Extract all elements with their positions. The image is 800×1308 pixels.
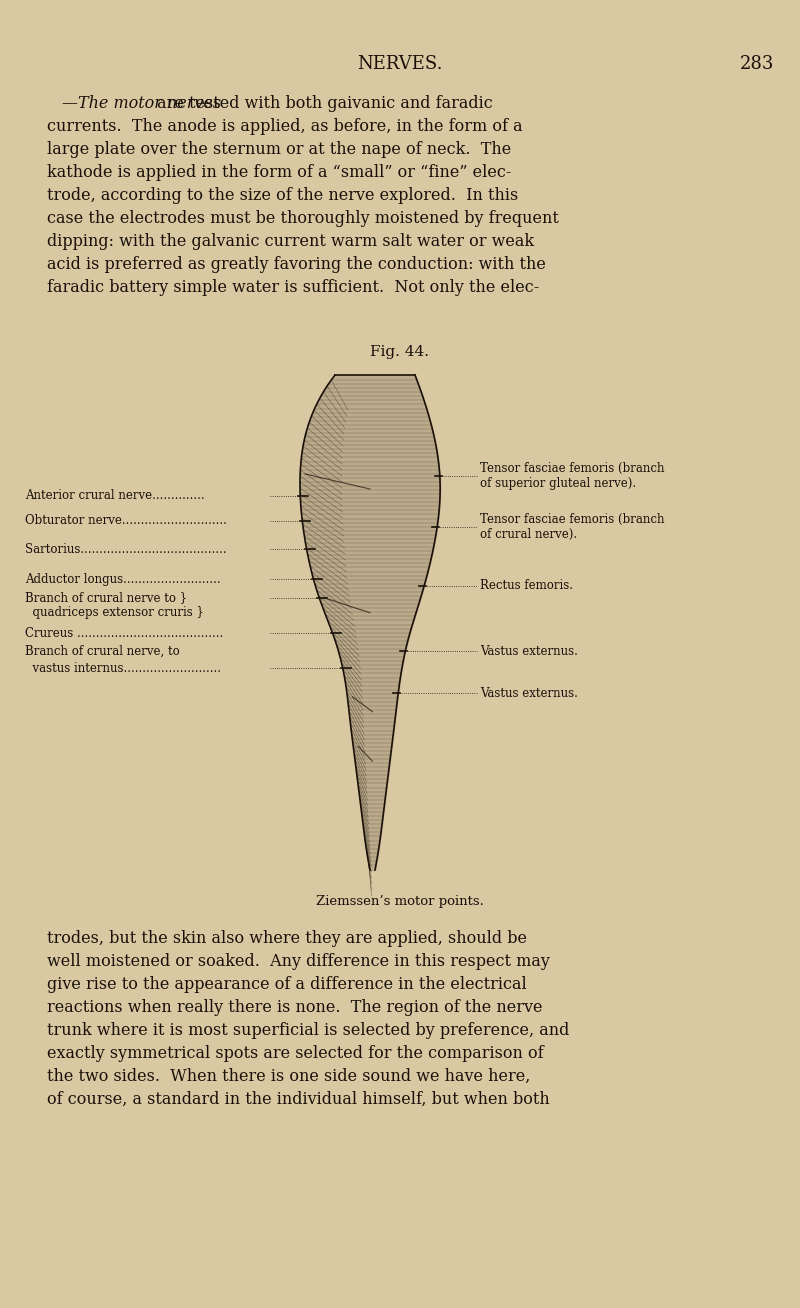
Text: of course, a standard in the individual himself, but when both: of course, a standard in the individual … (47, 1091, 550, 1108)
Text: vastus internus..........................: vastus internus.........................… (25, 662, 221, 675)
Text: Ziemssen’s motor points.: Ziemssen’s motor points. (316, 895, 484, 908)
Text: Vastus externus.: Vastus externus. (480, 645, 578, 658)
Text: Crureus .......................................: Crureus ................................… (25, 627, 223, 640)
Text: large plate over the sternum or at the nape of neck.  The: large plate over the sternum or at the n… (47, 141, 511, 158)
Text: Sartorius.......................................: Sartorius...............................… (25, 543, 226, 556)
Text: quadriceps extensor cruris }: quadriceps extensor cruris } (25, 606, 204, 619)
Text: Tensor fasciae femoris (branch
of crural nerve).: Tensor fasciae femoris (branch of crural… (480, 513, 665, 542)
Text: acid is preferred as greatly favoring the conduction: with the: acid is preferred as greatly favoring th… (47, 256, 546, 273)
Text: Adductor longus..........................: Adductor longus.........................… (25, 573, 221, 586)
Text: —The motor nerves: —The motor nerves (62, 95, 221, 112)
Text: kathode is applied in the form of a “small” or “fine” elec-: kathode is applied in the form of a “sma… (47, 164, 511, 181)
Text: case the electrodes must be thoroughly moistened by frequent: case the electrodes must be thoroughly m… (47, 211, 559, 228)
Text: trunk where it is most superficial is selected by preference, and: trunk where it is most superficial is se… (47, 1022, 570, 1039)
Text: Branch of crural nerve, to: Branch of crural nerve, to (25, 645, 180, 658)
Text: reactions when really there is none.  The region of the nerve: reactions when really there is none. The… (47, 999, 542, 1016)
Text: NERVES.: NERVES. (358, 55, 442, 73)
Text: faradic battery simple water is sufficient.  Not only the elec-: faradic battery simple water is sufficie… (47, 279, 539, 296)
Text: Branch of crural nerve to }: Branch of crural nerve to } (25, 591, 187, 604)
Text: exactly symmetrical spots are selected for the comparison of: exactly symmetrical spots are selected f… (47, 1045, 544, 1062)
Text: currents.  The anode is applied, as before, in the form of a: currents. The anode is applied, as befor… (47, 118, 522, 135)
Text: Vastus externus.: Vastus externus. (480, 687, 578, 700)
Text: Anterior crural nerve..............: Anterior crural nerve.............. (25, 489, 208, 502)
Text: give rise to the appearance of a difference in the electrical: give rise to the appearance of a differe… (47, 976, 526, 993)
Text: dipping: with the galvanic current warm salt water or weak: dipping: with the galvanic current warm … (47, 233, 534, 250)
Text: well moistened or soaked.  Any difference in this respect may: well moistened or soaked. Any difference… (47, 954, 550, 971)
Text: the two sides.  When there is one side sound we have here,: the two sides. When there is one side so… (47, 1069, 530, 1086)
Text: 283: 283 (740, 55, 774, 73)
Text: Obturator nerve............................: Obturator nerve.........................… (25, 514, 227, 527)
Text: trode, according to the size of the nerve explored.  In this: trode, according to the size of the nerv… (47, 187, 518, 204)
Text: are tested with both gaivanic and faradic: are tested with both gaivanic and faradi… (152, 95, 493, 112)
Text: Fig. 44.: Fig. 44. (370, 345, 430, 358)
Text: trodes, but the skin also where they are applied, should be: trodes, but the skin also where they are… (47, 930, 527, 947)
Text: Tensor fasciae femoris (branch
of superior gluteal nerve).: Tensor fasciae femoris (branch of superi… (480, 462, 665, 490)
Text: Rectus femoris.: Rectus femoris. (480, 579, 573, 593)
